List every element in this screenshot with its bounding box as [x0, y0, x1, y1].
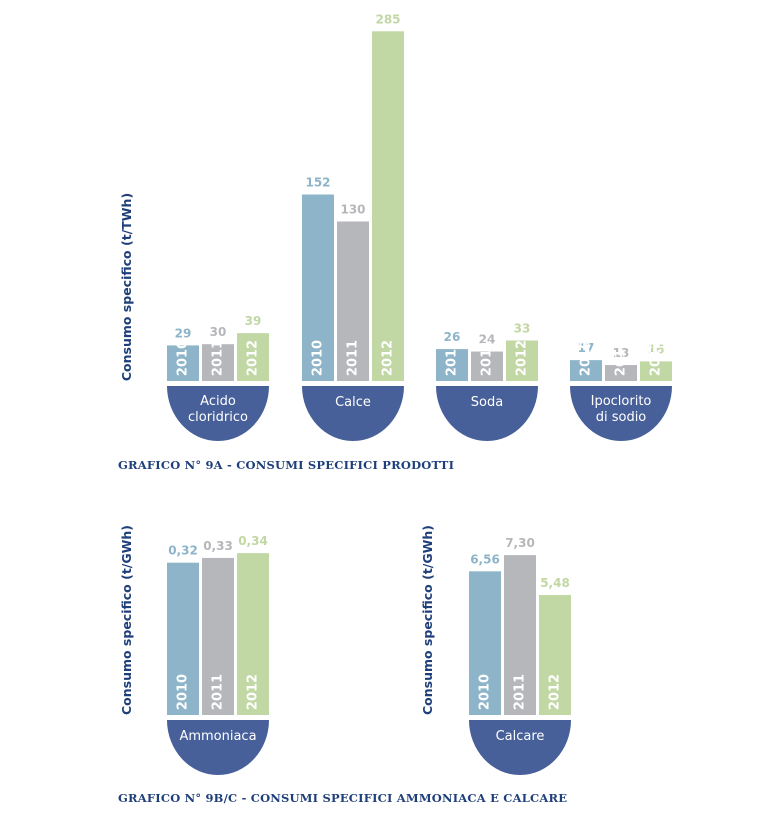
bar-ammoniaca-2011: [202, 557, 234, 715]
year-label-calcare-2012: 2012: [548, 674, 563, 710]
year-label-ipoclorito-di-sodio-2011: 2011: [614, 340, 629, 376]
category-label-ammoniaca: Ammoniaca: [179, 729, 256, 744]
year-label-calce-2010: 2010: [311, 340, 326, 376]
category-label-acido-cloridrico: cloridrico: [188, 410, 248, 425]
category-calcare: 6,56 2010 7,30 2011 5,48 2012 Calcare: [469, 536, 571, 775]
value-label-acido-cloridrico-2012: 39: [245, 314, 262, 328]
year-label-soda-2011: 2011: [480, 340, 495, 376]
category-label-calcare: Calcare: [496, 729, 545, 744]
category-label-calce: Calce: [335, 395, 371, 410]
caption-9a: GRAFICO N° 9A - CONSUMI SPECIFICI PRODOT…: [118, 458, 454, 472]
y-axis-label: Consumo specifico (t/TWh): [119, 193, 134, 381]
value-label-ammoniaca-2011: 0,33: [203, 539, 233, 553]
category-bowl-soda: [436, 386, 538, 441]
category-label-ipoclorito-di-sodio: di sodio: [596, 410, 647, 425]
year-label-soda-2012: 2012: [515, 340, 530, 376]
year-label-acido-cloridrico-2012: 2012: [246, 340, 261, 376]
bar-calcare-2010: [469, 571, 501, 715]
bar-acido-cloridrico-2011: [202, 344, 234, 381]
value-label-ipoclorito-di-sodio-2010: 17: [578, 341, 595, 355]
bar-ipoclorito-di-sodio-2010: [570, 360, 602, 381]
bar-acido-cloridrico-2012: [237, 333, 269, 381]
chart-9c-calcare: Consumo specifico (t/GWh) 6,56 2010 7,30 201…: [420, 525, 571, 775]
year-label-acido-cloridrico-2010: 2010: [176, 340, 191, 376]
value-label-ipoclorito-di-sodio-2011: 13: [613, 346, 630, 360]
year-label-ammoniaca-2012: 2012: [246, 674, 261, 710]
value-label-acido-cloridrico-2010: 29: [175, 326, 192, 340]
category-bowl-ipoclorito-di-sodio: [570, 386, 672, 441]
category-label-acido-cloridrico: Acido: [200, 394, 236, 409]
value-label-soda-2010: 26: [444, 330, 461, 344]
value-label-ammoniaca-2012: 0,34: [238, 534, 268, 548]
bar-acido-cloridrico-2010: [167, 345, 199, 381]
value-label-calcare-2010: 6,56: [470, 552, 500, 566]
caption-9bc: GRAFICO N° 9B/C - CONSUMI SPECIFICI AMMO…: [118, 791, 567, 805]
year-label-calcare-2011: 2011: [513, 674, 528, 710]
chart-9a: Consumo specifico (t/TWh) 292010302011392…: [119, 12, 672, 441]
value-label-ipoclorito-di-sodio-2012: 16: [648, 342, 665, 356]
bar-calcare-2012: [539, 594, 571, 715]
value-label-calce-2012: 285: [375, 12, 400, 26]
bar-calce-2010: [302, 194, 334, 381]
category-bowl-calce: [302, 386, 404, 441]
category-ammoniaca: 0,32 2010 0,33 2011 0,34 2012 Ammoniaca: [167, 534, 269, 775]
value-label-calcare-2012: 5,48: [540, 576, 570, 590]
bar-ammoniaca-2010: [167, 562, 199, 715]
year-label-soda-2010: 2010: [445, 340, 460, 376]
category-bowl-calcare: [469, 720, 571, 775]
value-label-acido-cloridrico-2011: 30: [210, 325, 227, 339]
bar-calcare-2011: [504, 555, 536, 715]
year-label-calce-2011: 2011: [346, 340, 361, 376]
bar-ipoclorito-di-sodio-2012: [640, 361, 672, 381]
value-label-soda-2012: 33: [514, 322, 531, 336]
chart-9b-ammoniaca: Consumo specifico (t/GWh) 0,32 2010 0,33 201…: [119, 525, 269, 775]
category-bowl-ammoniaca: [167, 720, 269, 775]
year-label-ipoclorito-di-sodio-2012: 2012: [649, 340, 664, 376]
year-label-ammoniaca-2011: 2011: [211, 674, 226, 710]
bar-soda-2011: [471, 351, 503, 381]
year-label-ipoclorito-di-sodio-2010: 2010: [579, 340, 594, 376]
year-label-calce-2012: 2012: [381, 340, 396, 376]
category-calce: 152 2010 130 2011 285 2012 Calce: [302, 12, 404, 441]
bar-soda-2012: [506, 340, 538, 381]
y-axis-label: Consumo specifico (t/GWh): [420, 525, 435, 715]
bar-calce-2012: [372, 31, 404, 382]
bar-soda-2010: [436, 349, 468, 381]
category-bowl-acido-cloridrico: [167, 386, 269, 441]
value-label-calce-2010: 152: [305, 175, 330, 189]
y-axis-label: Consumo specifico (t/GWh): [119, 525, 134, 715]
year-label-ammoniaca-2010: 2010: [176, 674, 191, 710]
year-label-calcare-2010: 2010: [478, 674, 493, 710]
year-label-acido-cloridrico-2011: 2011: [211, 340, 226, 376]
bar-ammoniaca-2012: [237, 553, 269, 715]
category-label-ipoclorito-di-sodio: Ipoclorito: [591, 394, 652, 409]
bar-ipoclorito-di-sodio-2011: [605, 365, 637, 381]
bar-calce-2011: [337, 221, 369, 381]
value-label-soda-2011: 24: [479, 333, 496, 347]
value-label-calcare-2011: 7,30: [505, 536, 535, 550]
value-label-ammoniaca-2010: 0,32: [168, 544, 198, 558]
value-label-calce-2011: 130: [340, 202, 365, 216]
category-label-soda: Soda: [471, 395, 503, 410]
